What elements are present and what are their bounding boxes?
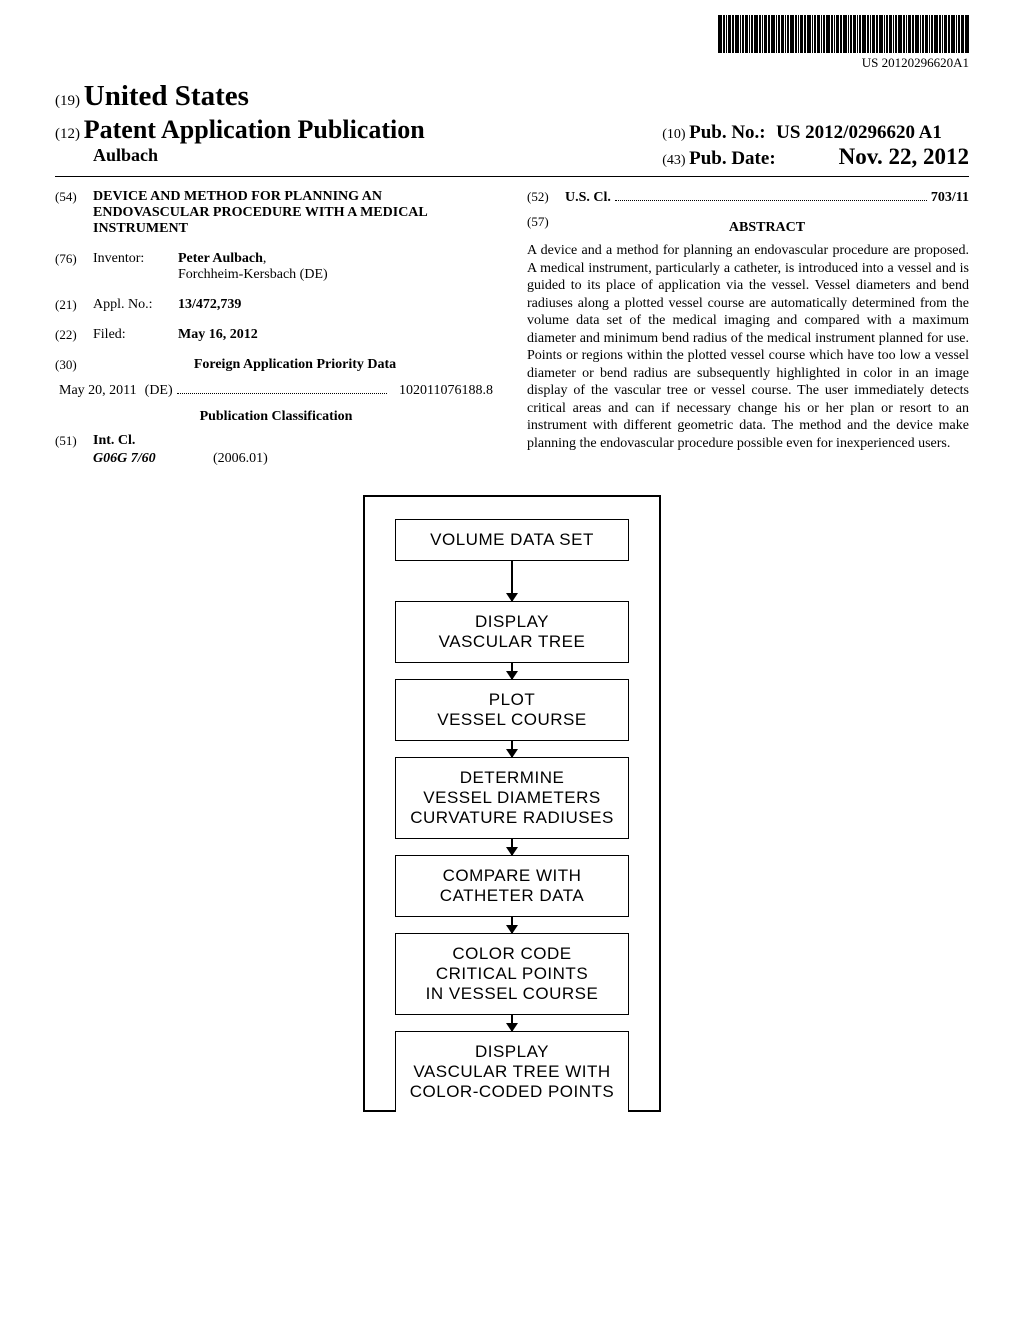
right-column: (52) U.S. Cl. 703/11 (57) ABSTRACT A dev… <box>527 189 969 477</box>
appl-label: Appl. No.: <box>93 297 178 313</box>
uscl-field: (52) U.S. Cl. 703/11 <box>527 189 969 206</box>
abstract-header: (57) ABSTRACT <box>527 214 969 242</box>
dots-leader <box>615 200 927 201</box>
publication-row: (12) Patent Application Publication Aulb… <box>55 115 969 170</box>
inventor-label: Inventor: <box>93 251 178 283</box>
pub-date-value: Nov. 22, 2012 <box>839 144 969 169</box>
inventor-name: Peter Aulbach <box>178 251 263 266</box>
uscl-value: 703/11 <box>931 190 969 206</box>
foreign-title: Foreign Application Priority Data <box>194 357 396 372</box>
author-name: Aulbach <box>93 145 425 166</box>
inventor-location: Forchheim-Kersbach (DE) <box>178 267 328 282</box>
flowchart-arrow <box>511 741 513 757</box>
barcode-text: US 20120296620A1 <box>718 55 969 71</box>
uscl-label: U.S. Cl. <box>565 190 611 206</box>
inventor-field: (76) Inventor: Peter Aulbach, Forchheim-… <box>55 251 497 283</box>
code-30: (30) <box>55 357 93 373</box>
pub-date-label: Pub. Date: <box>689 148 776 169</box>
flowchart-arrow <box>511 917 513 933</box>
flowchart-outer-box: VOLUME DATA SET DISPLAYVASCULAR TREE PLO… <box>363 495 662 1112</box>
intcl-class: G06G 7/60 <box>93 451 213 467</box>
filed-label: Filed: <box>93 327 178 343</box>
foreign-header: (30) Foreign Application Priority Data <box>55 357 497 373</box>
filed-field: (22) Filed: May 16, 2012 <box>55 327 497 343</box>
left-column: (54) DEVICE AND METHOD FOR PLANNING AN E… <box>55 189 497 477</box>
intcl-field: (51) Int. Cl. G06G 7/60 (2006.01) <box>55 433 497 467</box>
intcl-label: Int. Cl. <box>93 433 135 448</box>
code-51: (51) <box>55 433 93 467</box>
pub-no-label: Pub. No.: <box>689 122 766 143</box>
code-22: (22) <box>55 327 93 343</box>
code-52: (52) <box>527 189 565 205</box>
code-76: (76) <box>55 251 93 283</box>
flowchart-arrow <box>511 561 513 601</box>
code-10: (10) <box>662 127 685 142</box>
flowchart-box-5: COLOR CODECRITICAL POINTSIN VESSEL COURS… <box>395 933 630 1015</box>
appl-no: 13/472,739 <box>178 297 241 312</box>
title-field: (54) DEVICE AND METHOD FOR PLANNING AN E… <box>55 189 497 237</box>
dots-leader <box>177 393 387 394</box>
flowchart-box-6: DISPLAYVASCULAR TREE WITHCOLOR-CODED POI… <box>395 1031 630 1112</box>
flowchart-box-0: VOLUME DATA SET <box>395 519 630 561</box>
flowchart-box-4: COMPARE WITHCATHETER DATA <box>395 855 630 917</box>
flowchart-box-2: PLOTVESSEL COURSE <box>395 679 630 741</box>
foreign-date: May 20, 2011 <box>59 383 137 399</box>
flowchart-arrow <box>511 839 513 855</box>
publication-left: (12) Patent Application Publication Aulb… <box>55 115 425 166</box>
foreign-number: 102011076188.8 <box>399 383 493 399</box>
flowchart-arrow <box>511 1015 513 1031</box>
header-divider <box>55 176 969 177</box>
abstract-label: ABSTRACT <box>565 220 969 236</box>
intcl-year: (2006.01) <box>213 451 268 467</box>
flowchart-box-1: DISPLAYVASCULAR TREE <box>395 601 630 663</box>
inventor-value: Peter Aulbach, Forchheim-Kersbach (DE) <box>178 251 497 283</box>
code-12: (12) <box>55 126 80 142</box>
flowchart-diagram: VOLUME DATA SET DISPLAYVASCULAR TREE PLO… <box>342 495 682 1112</box>
country-name: United States <box>84 80 249 112</box>
foreign-priority-row: May 20, 2011 (DE) 102011076188.8 <box>55 383 497 399</box>
country-line: (19) United States <box>55 80 969 113</box>
code-19: (19) <box>55 93 80 109</box>
barcode-region: US 20120296620A1 <box>718 15 969 71</box>
code-57: (57) <box>527 214 565 242</box>
foreign-country: (DE) <box>145 383 173 399</box>
appl-field: (21) Appl. No.: 13/472,739 <box>55 297 497 313</box>
code-21: (21) <box>55 297 93 313</box>
publication-right: (10) Pub. No.: US 2012/0296620 A1 (43) P… <box>662 122 969 170</box>
publication-type: Patent Application Publication <box>84 115 425 144</box>
main-content: (54) DEVICE AND METHOD FOR PLANNING AN E… <box>55 189 969 477</box>
invention-title: DEVICE AND METHOD FOR PLANNING AN ENDOVA… <box>93 189 497 237</box>
pub-classification-title: Publication Classification <box>55 409 497 425</box>
filed-date: May 16, 2012 <box>178 327 258 342</box>
code-43: (43) <box>662 153 685 168</box>
abstract-text: A device and a method for planning an en… <box>527 242 969 452</box>
document-header: (19) United States (12) Patent Applicati… <box>55 80 969 177</box>
flowchart-box-3: DETERMINEVESSEL DIAMETERSCURVATURE RADIU… <box>395 757 630 839</box>
code-54: (54) <box>55 189 93 237</box>
flowchart-arrow <box>511 663 513 679</box>
pub-no-value: US 2012/0296620 A1 <box>776 122 942 143</box>
barcode-graphic <box>718 15 969 53</box>
